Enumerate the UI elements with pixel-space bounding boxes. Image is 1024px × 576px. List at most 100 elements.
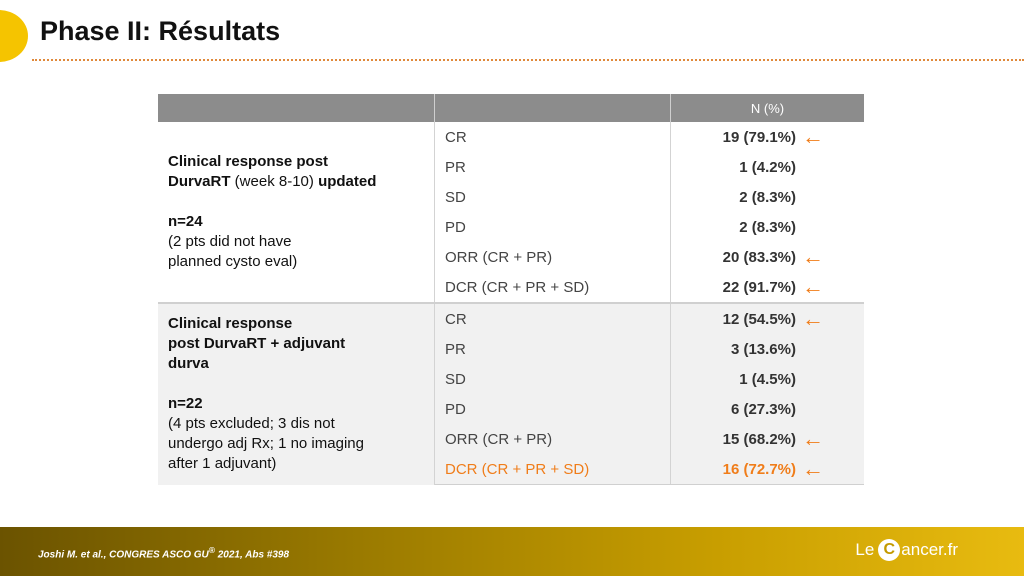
results-table: N (%) Clinical response post DurvaRT (wee… <box>158 94 864 485</box>
table-row: PD 6 (27.3%) <box>158 394 864 424</box>
table-row: Clinical response post DurvaRT + adjuvant… <box>158 302 864 485</box>
citation-main: Joshi M. et al., CONGRES ASCO GU <box>38 549 209 561</box>
corner-decoration <box>0 10 28 62</box>
description-text: post DurvaRT + adjuvant <box>168 335 346 353</box>
description-line: Clinical response post <box>168 152 424 172</box>
response-category: PD <box>434 394 671 424</box>
response-value-cell: 1 (4.5%) <box>670 364 864 394</box>
response-value: 12 (54.5%) <box>722 310 796 328</box>
response-category: SD <box>434 364 671 394</box>
response-value: 1 (4.5%) <box>739 370 796 388</box>
response-value: 19 (79.1%) <box>722 128 796 146</box>
response-value: 22 (91.7%) <box>722 278 796 296</box>
table-row: ORR (CR + PR) 15 (68.2%) ← <box>158 424 864 454</box>
response-category: CR <box>434 302 671 334</box>
description-text: (week 8-10) <box>230 173 319 190</box>
left-arrow-icon: ← <box>802 274 824 299</box>
description-text: planned cysto eval) <box>168 253 298 270</box>
description-line: post DurvaRT + adjuvant <box>168 334 424 354</box>
description-line: durva <box>168 354 424 374</box>
table-row: SD 1 (4.5%) <box>158 364 864 394</box>
table-row: DCR (CR + PR + SD) 22 (91.7%) ← <box>158 272 864 303</box>
description-text: durva <box>168 355 209 373</box>
response-category: DCR (CR + PR + SD) <box>434 454 671 485</box>
response-value-cell: 15 (68.2%) ← <box>670 424 864 454</box>
left-arrow-icon: ← <box>802 426 824 451</box>
footer-bar: Joshi M. et al., CONGRES ASCO GU® 2021, … <box>0 527 1024 576</box>
table-row: PR 1 (4.2%) <box>158 152 864 182</box>
response-value-cell: 3 (13.6%) <box>670 334 864 364</box>
group-description: Clinical response post DurvaRT (week 8-10… <box>158 122 435 303</box>
description-line: DurvaRT (week 8-10) updated <box>168 172 424 192</box>
response-category: PD <box>434 212 671 242</box>
citation-tail: 2021, Abs #398 <box>214 549 290 561</box>
table-header-row: N (%) <box>158 94 864 122</box>
response-value: 3 (13.6%) <box>730 340 796 358</box>
response-value-cell: 6 (27.3%) <box>670 394 864 424</box>
response-value: 1 (4.2%) <box>739 158 796 176</box>
group-durvart: Clinical response post DurvaRT (week 8-10… <box>158 122 864 303</box>
table-row: PD 2 (8.3%) <box>158 212 864 242</box>
logo-text-post: ancer.fr <box>901 540 958 559</box>
group-durvart-adjuvant: Clinical response post DurvaRT + adjuvant… <box>158 302 864 485</box>
response-category: PR <box>434 334 671 364</box>
description-text: Clinical response post <box>168 153 329 170</box>
title-divider <box>32 59 1024 61</box>
table-row: Clinical response post DurvaRT (week 8-10… <box>158 122 865 303</box>
description-line: Clinical response <box>168 314 424 334</box>
response-value-cell: 1 (4.2%) <box>671 152 865 182</box>
response-category: ORR (CR + PR) <box>434 424 671 454</box>
response-value-cell: 2 (8.3%) <box>671 182 865 212</box>
header-value-cell: N (%) <box>670 94 864 122</box>
spacer <box>168 374 424 394</box>
left-arrow-icon: ← <box>802 456 824 481</box>
response-value: 20 (83.3%) <box>722 248 796 266</box>
citation: Joshi M. et al., CONGRES ASCO GU® 2021, … <box>38 545 289 560</box>
group-description: Clinical response post DurvaRT + adjuvant… <box>158 302 435 485</box>
description-text: after 1 adjuvant) <box>168 455 277 473</box>
table-row: SD 2 (8.3%) <box>158 182 864 212</box>
spacer <box>168 192 424 212</box>
header-category-cell <box>434 94 671 122</box>
response-value-cell: 12 (54.5%) ← <box>670 302 864 334</box>
description-text: Clinical response <box>168 315 293 333</box>
description-text: DurvaRT <box>168 173 231 190</box>
citation-registered: ® <box>208 545 215 555</box>
description-text: (4 pts excluded; 3 dis not <box>168 415 335 433</box>
logo-c-mark: C <box>878 539 901 561</box>
description-text: undergo adj Rx; 1 no imaging <box>168 435 364 453</box>
description-line: planned cysto eval) <box>168 252 424 272</box>
logo-text-pre: Le <box>855 540 875 559</box>
description-text: (2 pts did not have <box>168 233 292 250</box>
description-line: (2 pts did not have <box>168 232 424 252</box>
slide-title: Phase II: Résultats <box>40 16 281 46</box>
description-line: n=22 <box>168 394 424 414</box>
description-line: (4 pts excluded; 3 dis not <box>168 414 424 434</box>
left-arrow-icon: ← <box>802 124 824 149</box>
header-group-cell <box>158 94 435 122</box>
response-value-cell: 16 (72.7%) ← <box>670 454 864 485</box>
response-value: 6 (27.3%) <box>730 400 796 418</box>
description-line: after 1 adjuvant) <box>168 454 424 474</box>
response-category: ORR (CR + PR) <box>434 242 671 272</box>
left-arrow-icon: ← <box>802 244 824 269</box>
description-text: n=24 <box>168 213 203 230</box>
response-category: CR <box>434 122 671 152</box>
response-value: 2 (8.3%) <box>739 218 796 236</box>
description-text: n=22 <box>168 395 203 413</box>
description-line: undergo adj Rx; 1 no imaging <box>168 434 424 454</box>
table-row: ORR (CR + PR) 20 (83.3%) ← <box>158 242 864 272</box>
table-row: DCR (CR + PR + SD) 16 (72.7%) ← <box>158 454 864 485</box>
response-value: 16 (72.7%) <box>722 460 796 478</box>
response-value-cell: 19 (79.1%) ← <box>671 122 865 152</box>
response-value: 15 (68.2%) <box>722 430 796 448</box>
response-category: PR <box>434 152 671 182</box>
response-value-cell: 22 (91.7%) ← <box>671 272 865 303</box>
description-line: n=24 <box>168 212 424 232</box>
table-row: PR 3 (13.6%) <box>158 334 864 364</box>
response-value-cell: 20 (83.3%) ← <box>671 242 865 272</box>
response-value-cell: 2 (8.3%) <box>671 212 865 242</box>
response-category: DCR (CR + PR + SD) <box>434 272 671 303</box>
response-category: SD <box>434 182 671 212</box>
